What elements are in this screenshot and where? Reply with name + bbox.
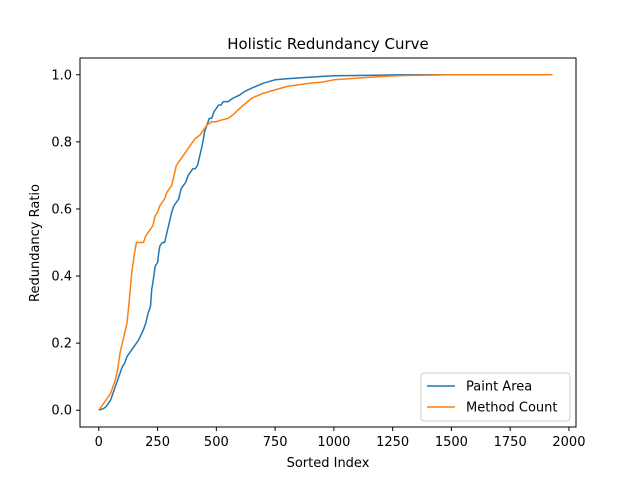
x-tick-label: 1750 [494,435,527,450]
series-line-0 [98,74,553,411]
x-tick-label: 1000 [317,435,350,450]
y-tick-label: 0.2 [51,337,72,352]
plot-area-frame [79,57,577,428]
x-tick-label: 1250 [376,435,409,450]
x-tick-label: 2000 [552,435,585,450]
plot-series [98,74,553,411]
legend: Paint Area Method Count [420,372,571,422]
y-tick-label: 0.6 [51,202,72,217]
x-tick-label: 500 [204,435,229,450]
chart-title: Holistic Redundancy Curve [227,35,429,53]
y-axis-label: Redundancy Ratio [28,184,43,302]
y-axis-ticks: 0.0 0.2 0.4 0.6 0.8 1.0 [51,68,80,419]
x-tick-label: 0 [95,435,103,450]
legend-box [420,372,571,422]
legend-label: Method Count [466,401,558,416]
x-tick-label: 1500 [435,435,468,450]
x-axis-label: Sorted Index [287,456,370,471]
y-tick-label: 1.0 [51,68,72,83]
x-tick-label: 250 [145,435,170,450]
x-axis-ticks: 0 250 500 750 1000 1250 1500 1750 2000 [95,427,585,450]
y-tick-label: 0.4 [51,270,72,285]
legend-label: Paint Area [466,380,532,395]
series-line-1 [98,74,553,411]
x-tick-label: 750 [263,435,288,450]
y-tick-label: 0.8 [51,135,72,150]
y-tick-label: 0.0 [51,404,72,419]
